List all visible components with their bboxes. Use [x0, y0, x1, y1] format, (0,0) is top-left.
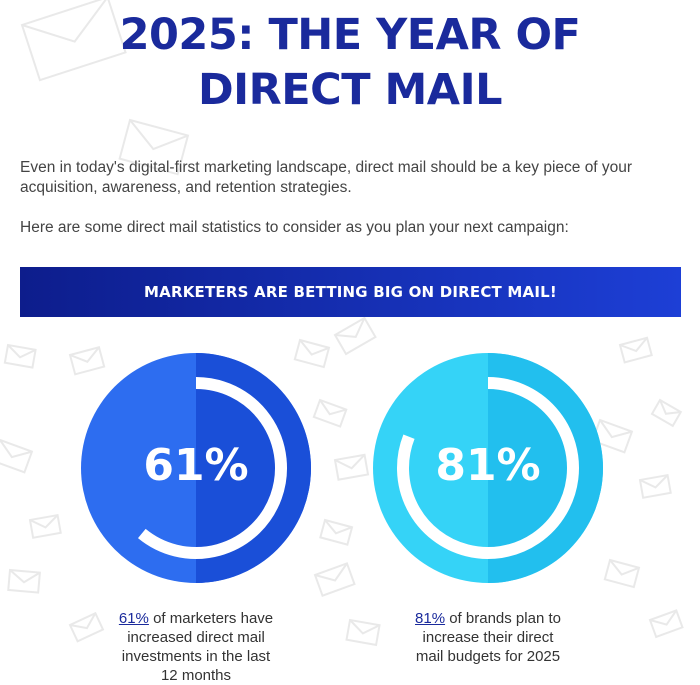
lead-paragraph: Here are some direct mail statistics to … — [20, 219, 569, 236]
stat-circle-1 — [81, 353, 311, 583]
stat-disc-1-shade — [196, 353, 311, 583]
title-line-1: 2025: THE YEAR OF — [119, 10, 581, 60]
page-title: 2025: THE YEAR OF DIRECT MAIL — [0, 8, 700, 118]
stat-ring-1 — [138, 377, 287, 559]
stat-disc-2-shade — [488, 353, 603, 583]
title-line-2: DIRECT MAIL — [197, 65, 503, 115]
intro-paragraph: Even in today's digital-first marketing … — [20, 159, 633, 196]
banner-text: MARKETERS ARE BETTING BIG ON DIRECT MAIL… — [144, 283, 557, 301]
stat-ring-2 — [397, 377, 579, 559]
caption-1-line-1: of marketers have — [148, 610, 274, 627]
caption-1-line-2: increased direct mail — [127, 629, 265, 646]
stat-caption-2: 81% of brands plan to increase their dir… — [378, 609, 598, 666]
stat-value-1: 61% — [143, 440, 249, 491]
stat-link-2[interactable]: 81% — [415, 610, 446, 627]
stat-caption-1: 61% of marketers have increased direct m… — [86, 609, 306, 685]
stat-circle-2 — [373, 353, 603, 583]
stat-link-1[interactable]: 61% — [118, 610, 149, 627]
stat-value-2: 81% — [435, 440, 541, 491]
section-banner: MARKETERS ARE BETTING BIG ON DIRECT MAIL… — [20, 267, 681, 317]
caption-1-line-3: investments in the last — [121, 648, 271, 665]
caption-1-line-4: 12 months — [160, 667, 232, 684]
caption-2-line-3: mail budgets for 2025 — [415, 648, 561, 665]
caption-2-line-1: of brands plan to — [445, 610, 561, 627]
caption-2-line-2: increase their direct — [422, 629, 554, 646]
